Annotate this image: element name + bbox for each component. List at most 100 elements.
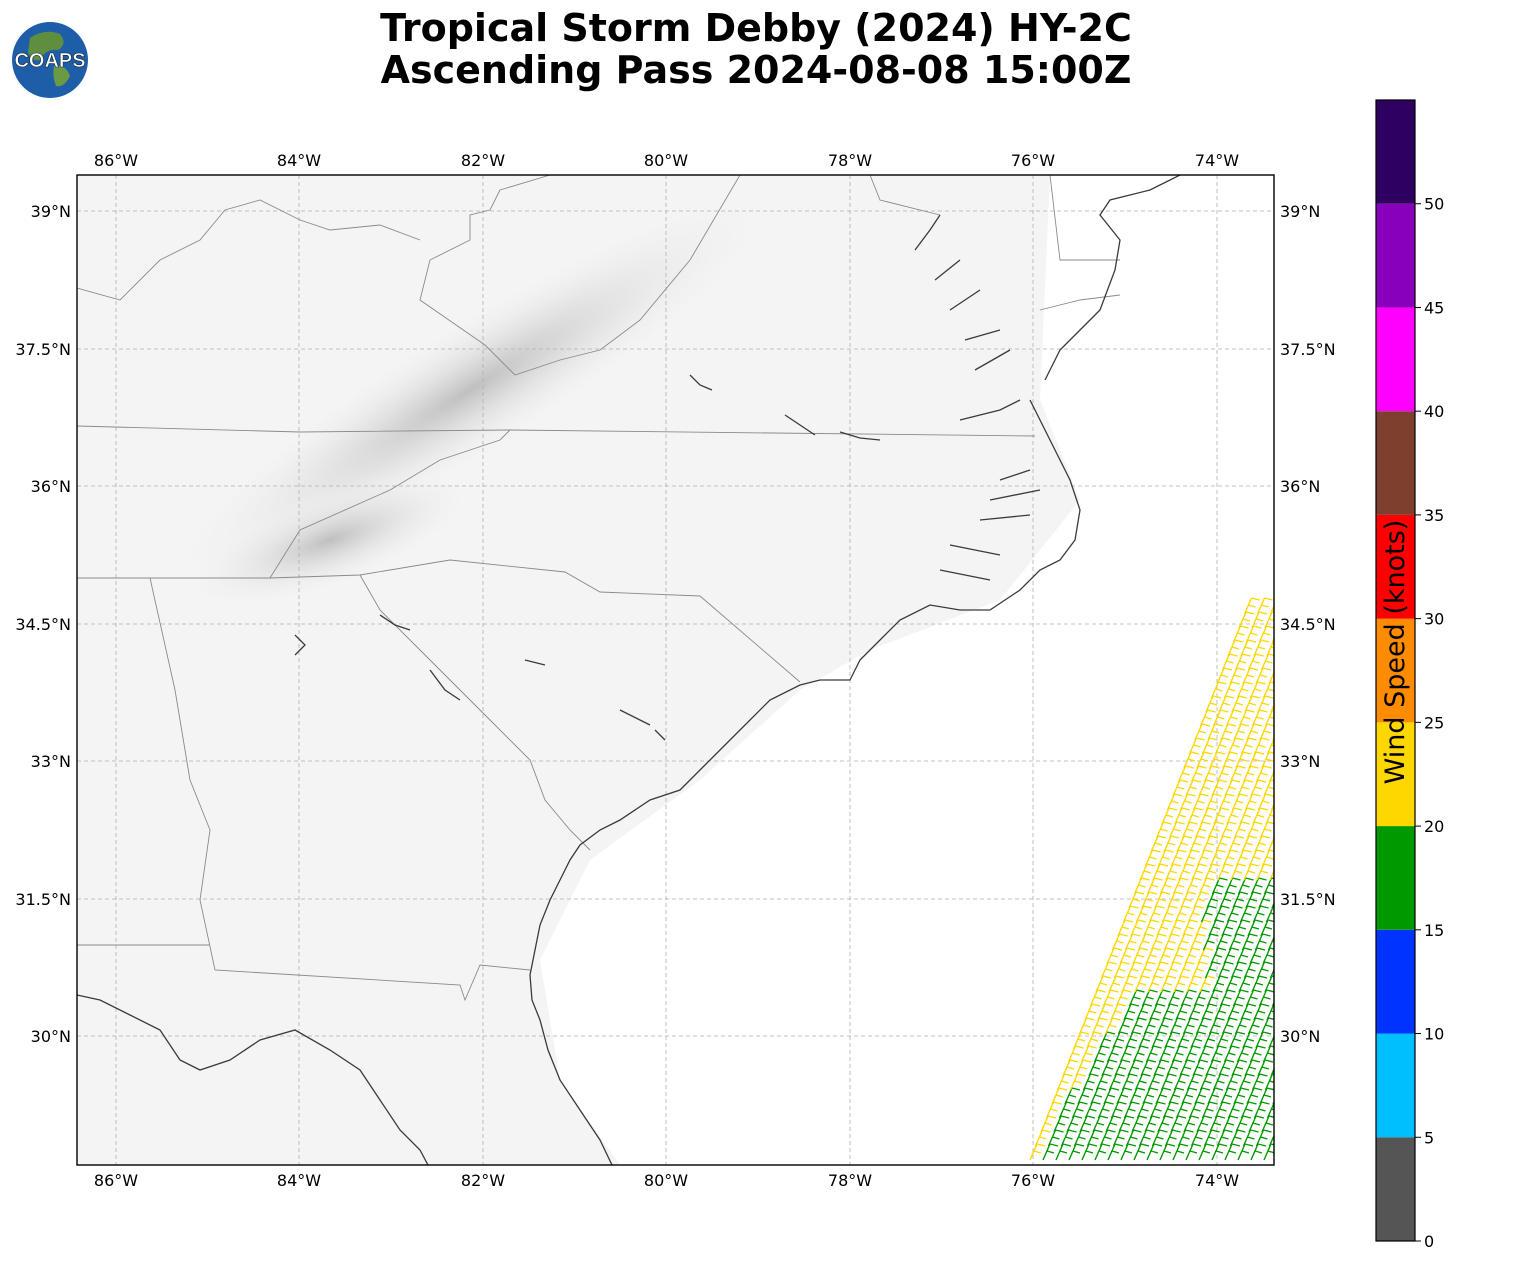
wind-barb xyxy=(1248,849,1265,867)
colorbar-bin xyxy=(1376,100,1415,204)
wind-barb xyxy=(1086,1031,1103,1049)
wind-barb xyxy=(1123,1101,1140,1119)
wind-barb xyxy=(1141,989,1158,1007)
colorbar-bin xyxy=(1376,618,1415,723)
wind-barb xyxy=(1145,947,1162,965)
wind-barb xyxy=(1088,1059,1105,1077)
wind-barb xyxy=(1206,891,1223,909)
wind-barb xyxy=(1208,1017,1225,1035)
wind-barb xyxy=(1261,1115,1274,1133)
lat-label: 31.5°N xyxy=(1280,890,1336,909)
wind-barb xyxy=(1254,835,1271,853)
wind-barb xyxy=(1192,1059,1209,1077)
wind-barb xyxy=(1240,1101,1257,1119)
wind-barb xyxy=(1130,919,1147,937)
wind-barb xyxy=(1242,667,1259,685)
wind-barb xyxy=(1029,1143,1046,1161)
lon-labels-top: 86°W 84°W 82°W 80°W 78°W 76°W 74°W xyxy=(94,151,1239,170)
wind-barb xyxy=(1218,1059,1235,1077)
wind-barb xyxy=(1163,835,1180,853)
wind-barb xyxy=(1249,681,1266,699)
wind-barb xyxy=(1270,703,1274,713)
wind-barb xyxy=(1141,891,1158,909)
wind-barb xyxy=(1242,765,1259,783)
wind-barb xyxy=(1249,947,1266,965)
wind-barb xyxy=(1203,1031,1220,1049)
blue-ridge-relief xyxy=(178,467,482,613)
wind-barb xyxy=(1110,1003,1127,1021)
lon-label: 74°W xyxy=(1195,1171,1239,1190)
wind-barb xyxy=(1213,807,1230,825)
wind-barb xyxy=(1136,1101,1153,1119)
wind-barb xyxy=(1106,947,1123,965)
wind-barb xyxy=(1112,1031,1129,1049)
wind-barb xyxy=(1150,933,1167,951)
svg-text:COAPS: COAPS xyxy=(14,50,85,72)
wind-barb xyxy=(1154,989,1171,1007)
wind-barb xyxy=(1051,1087,1068,1105)
wind-barb xyxy=(1112,1129,1129,1147)
wind-barb xyxy=(1229,1031,1246,1049)
wind-barb xyxy=(1245,989,1262,1007)
wind-barb xyxy=(1156,1017,1173,1035)
wind-barb xyxy=(1233,723,1250,741)
wind-barb xyxy=(1145,1045,1162,1063)
colorbar-label: Wind Speed (knots) xyxy=(1380,519,1411,785)
wind-barb xyxy=(1171,947,1188,965)
wind-barb xyxy=(1179,1059,1196,1077)
wind-barb xyxy=(1116,1087,1133,1105)
wind-barb xyxy=(1216,1031,1233,1049)
gridlines xyxy=(77,175,1274,1165)
wind-barb xyxy=(1153,1059,1170,1077)
wind-barb xyxy=(1148,905,1165,923)
wind-barb xyxy=(1225,975,1242,993)
wind-barb xyxy=(1252,807,1269,825)
lon-label: 84°W xyxy=(277,151,321,170)
wind-barb xyxy=(1132,947,1149,965)
wind-barb xyxy=(1211,877,1228,895)
coastline xyxy=(77,175,1181,1165)
wind-barb xyxy=(1201,1003,1218,1021)
wind-barb xyxy=(1139,863,1156,881)
wind-barb xyxy=(1086,1129,1103,1147)
wind-barb xyxy=(1180,989,1197,1007)
wind-barb xyxy=(1231,793,1248,811)
wind-barb xyxy=(1229,1129,1246,1147)
wind-barb xyxy=(1084,1101,1101,1119)
colorbar-bin xyxy=(1376,826,1415,930)
wind-barb xyxy=(1080,1045,1097,1063)
wind-barb xyxy=(1255,765,1272,783)
wind-barb xyxy=(1147,975,1164,993)
wind-barb xyxy=(1257,1059,1274,1077)
wind-barb xyxy=(1170,1115,1187,1133)
wind-barb xyxy=(1193,891,1210,909)
colorbar-bin xyxy=(1376,203,1415,308)
wind-barb xyxy=(1242,1129,1259,1147)
colorbar-tick-label: 30 xyxy=(1424,610,1444,629)
wind-barb xyxy=(1247,653,1264,671)
wind-barb xyxy=(1113,961,1130,979)
wind-barb xyxy=(1258,989,1274,1007)
wind-barb xyxy=(1257,695,1274,713)
wind-barb xyxy=(1215,835,1232,853)
wind-barb xyxy=(1127,1059,1144,1077)
wind-barb xyxy=(1091,1017,1108,1035)
wind-barb xyxy=(1212,975,1229,993)
wind-barb xyxy=(1172,779,1189,797)
wind-barb xyxy=(1268,1133,1274,1147)
lat-label: 30°N xyxy=(1280,1027,1320,1046)
wind-barb xyxy=(1248,1115,1265,1133)
wind-barb xyxy=(1219,989,1236,1007)
wind-barb xyxy=(1177,765,1194,783)
wind-barb xyxy=(1107,1143,1124,1161)
wind-barb xyxy=(1075,1059,1092,1077)
wind-barb xyxy=(1237,1143,1254,1161)
wind-barb xyxy=(1204,961,1221,979)
wind-barb xyxy=(1167,891,1184,909)
wind-barb xyxy=(1173,975,1190,993)
wind-barb xyxy=(1187,905,1204,923)
wind-barb xyxy=(1152,961,1169,979)
wind-barb xyxy=(1250,779,1267,797)
wind-barb xyxy=(1105,1115,1122,1133)
wind-barb xyxy=(1244,1059,1261,1077)
